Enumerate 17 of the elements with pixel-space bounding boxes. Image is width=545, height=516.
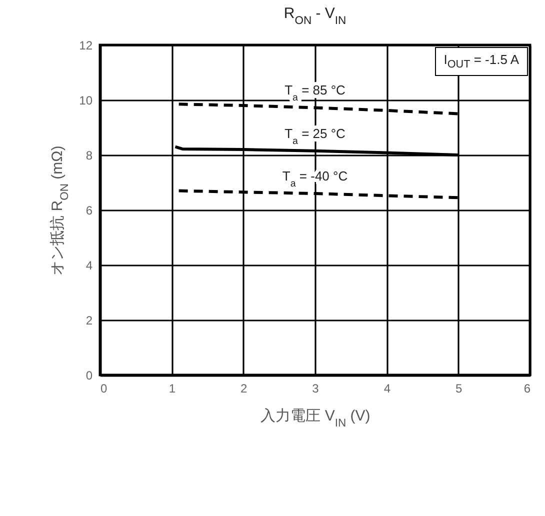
y-tick-label: 10 bbox=[79, 94, 93, 108]
x-axis-title: 入力電圧 V$_{IN}$ (V) bbox=[260, 408, 370, 430]
x-tick-label: 4 bbox=[384, 382, 391, 396]
x-tick-label: 3 bbox=[312, 382, 320, 396]
x-tick-label: 0 bbox=[100, 382, 108, 396]
y-tick-label: 8 bbox=[86, 148, 93, 162]
y-tick-label: 12 bbox=[79, 38, 93, 52]
y-tick-label: 6 bbox=[86, 204, 93, 218]
x-tick-label: 6 bbox=[524, 382, 531, 396]
x-tick-label: 5 bbox=[455, 382, 462, 396]
y-tick-label: 2 bbox=[86, 314, 93, 328]
annotation: I$_{OUT}$ = -1.5 A bbox=[434, 47, 528, 76]
x-tick-label: 1 bbox=[168, 382, 176, 396]
y-tick-label: 4 bbox=[86, 258, 93, 272]
chart-title: R$_{ON}$ - V$_{IN}$ bbox=[284, 5, 346, 27]
y-tick-label: 0 bbox=[86, 368, 93, 382]
x-tick-label: 2 bbox=[240, 382, 248, 396]
